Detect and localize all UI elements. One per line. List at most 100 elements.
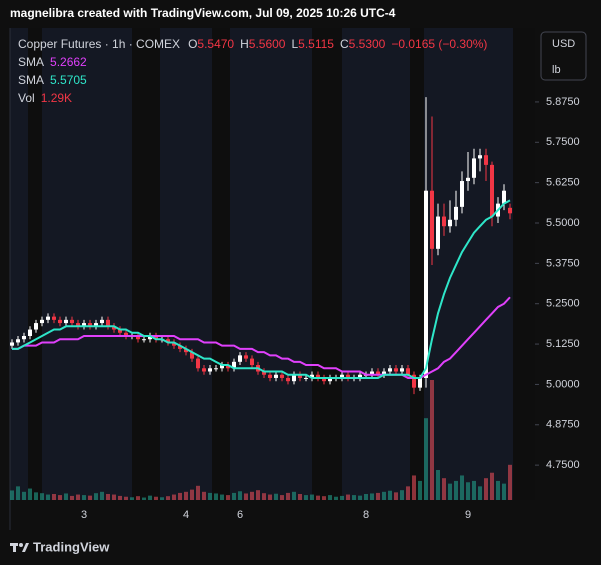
candle-body <box>154 335 158 340</box>
volume-bar <box>22 491 26 500</box>
volume-bar <box>16 486 20 500</box>
volume-bar <box>490 472 494 500</box>
volume-bar <box>166 496 170 500</box>
volume-bar <box>190 489 194 500</box>
volume-bar <box>334 496 338 500</box>
volume-bar <box>466 482 470 500</box>
volume-bar <box>484 478 488 500</box>
candle-body <box>268 374 272 378</box>
ohlc-label: O <box>188 37 198 51</box>
candle-body <box>382 371 386 375</box>
volume-bar <box>370 493 374 500</box>
y-tick-label: 5.0000 <box>546 378 580 390</box>
volume-bar <box>424 418 428 500</box>
volume-bar <box>412 475 416 500</box>
volume-bar <box>448 483 452 500</box>
volume-bar <box>364 494 368 500</box>
candle-body <box>226 365 230 369</box>
volume-bar <box>460 475 464 500</box>
candle-body <box>448 219 452 227</box>
y-tick-label: 5.1250 <box>546 338 580 350</box>
x-tick-label: 8 <box>363 509 369 521</box>
volume-bar <box>382 491 386 500</box>
candle-body <box>88 323 92 327</box>
candle-body <box>400 368 404 372</box>
volume-bar <box>196 485 200 500</box>
volume-bar <box>106 494 110 500</box>
candle-body <box>298 374 302 378</box>
candle-body <box>358 374 362 378</box>
volume-bar <box>274 493 278 500</box>
volume-bar <box>202 491 206 500</box>
y-tick-label: 5.3750 <box>546 257 580 269</box>
candle-body <box>148 335 152 340</box>
volume-bar <box>40 493 44 500</box>
ohlc-value: 5.5115 <box>298 37 334 51</box>
legend-name: SMA <box>18 73 45 87</box>
y-axis: 5.8750 5.7500 5.6250 5.5000 5.3750 5.2500 5.12… <box>535 96 580 471</box>
volume-bar <box>82 495 86 500</box>
volume-bar <box>352 495 356 500</box>
candle-body <box>16 339 20 343</box>
price-axis <box>535 28 601 530</box>
volume-bar <box>328 495 332 500</box>
candle-body <box>214 368 218 370</box>
volume-bar <box>358 495 362 500</box>
volume-bar <box>136 496 140 500</box>
plot-background <box>10 28 601 530</box>
candle-body <box>58 319 62 324</box>
volume-bar <box>478 486 482 500</box>
volume-bar <box>298 494 302 500</box>
volume-bar <box>226 495 230 500</box>
candle-body <box>502 190 506 204</box>
candle-body <box>310 374 314 378</box>
candle-body <box>202 368 206 372</box>
candle-body <box>190 352 194 359</box>
candle-body <box>112 326 116 330</box>
volume-bar <box>100 491 104 500</box>
candle-body <box>196 358 200 369</box>
volume-bar <box>418 480 422 500</box>
volume-bar <box>124 496 128 500</box>
volume-bar <box>394 492 398 500</box>
change: −0.0165 (−0.30%) <box>391 37 488 51</box>
volume-bar <box>10 490 14 500</box>
candle-body <box>466 177 470 182</box>
currency-box[interactable] <box>540 31 587 81</box>
candle-body <box>484 155 488 165</box>
candle-body <box>424 190 428 378</box>
legend-value: 1.29K <box>40 91 73 105</box>
brand: TradingView <box>33 539 110 554</box>
volume-bar <box>430 380 434 500</box>
legend-name: SMA <box>18 55 45 69</box>
y-tick-label: 5.8750 <box>546 96 580 108</box>
candle-body <box>166 339 170 343</box>
candle-body <box>406 368 410 375</box>
volume-bar <box>376 492 380 500</box>
candle-body <box>244 355 248 359</box>
x-tick-label: 3 <box>81 509 87 521</box>
volume-bar <box>442 478 446 500</box>
logo <box>10 543 29 552</box>
candle-body <box>22 335 26 340</box>
candle-body <box>178 345 182 349</box>
candle-body <box>82 323 86 327</box>
volume-bar <box>454 480 458 500</box>
candle-body <box>172 342 176 346</box>
volume-bar <box>496 480 500 500</box>
candle-body <box>184 348 188 353</box>
volume-bar <box>34 492 38 500</box>
volume-bar <box>184 491 188 500</box>
candle-body <box>76 323 80 327</box>
candle-body <box>94 323 98 327</box>
volume-bar <box>508 464 512 500</box>
candle-body <box>346 374 350 378</box>
candle-body <box>220 365 224 369</box>
volume-bar <box>88 495 92 500</box>
candle-body <box>322 377 326 382</box>
volume-bar <box>436 470 440 500</box>
volume-bar <box>400 490 404 500</box>
candle-body <box>328 377 332 382</box>
x-tick-label: 9 <box>465 509 471 521</box>
